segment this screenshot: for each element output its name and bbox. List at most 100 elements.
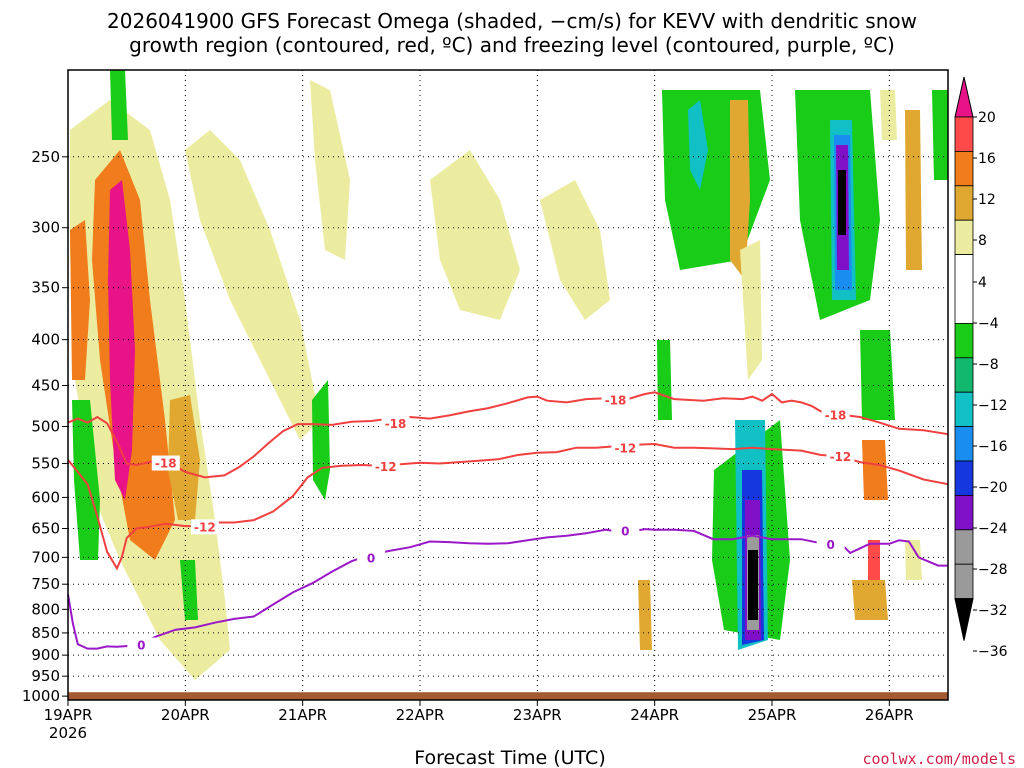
contour-label: 0 xyxy=(137,639,145,653)
colorbar-segment xyxy=(954,494,974,531)
colorbar-tick-label: 16 xyxy=(978,151,996,167)
shade-yellow-2 xyxy=(185,130,320,440)
y-tick-label: 550 xyxy=(31,455,60,473)
colorbar-tick-label: −28 xyxy=(978,562,1008,578)
shade-green-4 xyxy=(180,560,198,620)
chart-title-line-2: growth region (contoured, red, ºC) and f… xyxy=(129,33,895,57)
x-tick-label: 25APR xyxy=(748,706,797,724)
contour-label: 0 xyxy=(621,525,629,539)
colorbar-bottom-triangle xyxy=(954,598,974,641)
y-tick-label: 450 xyxy=(31,376,60,394)
y-axis: 250 300 350 400 450 500 550 600 650 700 750 800 850 9… xyxy=(22,148,68,705)
y-tick-label: 650 xyxy=(31,520,60,538)
contour-label: -18 xyxy=(385,417,407,431)
contour-label-bg xyxy=(821,407,850,423)
contour-label: -12 xyxy=(375,460,397,474)
shade-magenta-1 xyxy=(108,180,135,500)
contour-label-bg xyxy=(127,637,156,653)
colorbar-tick-label: 8 xyxy=(978,233,987,249)
colorbar-segment xyxy=(954,150,974,187)
y-tick-label: 800 xyxy=(31,600,60,618)
colorbar-segment xyxy=(954,357,974,393)
contour-label: 0 xyxy=(367,551,375,565)
contour-label-bg xyxy=(371,459,400,475)
contour-label: 0 xyxy=(826,538,834,552)
contour-label-bg xyxy=(826,449,855,465)
contour-label: -12 xyxy=(614,441,636,455)
y-tick-label: 1000 xyxy=(22,687,60,705)
contour-label-bg xyxy=(190,519,219,535)
contour-label: -18 xyxy=(155,457,177,471)
shade-yellow-9 xyxy=(905,540,922,580)
colorbar-tick-label: −32 xyxy=(978,603,1008,619)
contour-line--12 xyxy=(67,442,949,571)
shade-orange-2 xyxy=(168,395,200,520)
colorbar-segment xyxy=(954,219,974,255)
shade-red-1 xyxy=(868,540,880,580)
x-tick-label: 24APR xyxy=(630,706,679,724)
ground-surface xyxy=(68,692,948,700)
y-tick-label: 400 xyxy=(31,331,60,349)
colorbar-tick-label: −8 xyxy=(978,357,999,373)
contour-label-bg xyxy=(816,536,845,552)
shade-orange-3 xyxy=(70,220,90,380)
colorbar-segment xyxy=(954,254,974,324)
colorbar-segment xyxy=(954,322,974,359)
contour-label-bg xyxy=(611,440,640,456)
colorbar-tick-label: 4 xyxy=(978,275,987,291)
shade-yellow-7 xyxy=(740,240,762,380)
colorbar-tick-label: −36 xyxy=(978,644,1008,660)
colorbar-tick-label: 12 xyxy=(978,192,996,208)
x-tick-label: 21APR xyxy=(278,706,327,724)
shade-yellow-8 xyxy=(880,90,897,140)
shade-green-2 xyxy=(110,70,128,140)
y-tick-label: 750 xyxy=(31,575,60,593)
colorbar-segment xyxy=(954,460,974,496)
colorbar-segment xyxy=(954,529,974,565)
shade-orange-4 xyxy=(730,100,750,280)
credit-text: coolwx.com/models xyxy=(862,750,1016,768)
contours: -18 -18 -18 -18 -12 -12 -12 -12 0 0 0 0 xyxy=(67,391,949,653)
contour-label: -12 xyxy=(194,520,216,534)
x-axis-label: Forecast Time (UTC) xyxy=(414,747,605,768)
contour-label-bg xyxy=(151,455,180,471)
contour-label: -18 xyxy=(605,394,627,408)
colorbar-segment xyxy=(954,426,974,462)
x-tick-sublabel: 2026 xyxy=(49,724,87,742)
y-tick-label: 250 xyxy=(31,148,60,166)
shade-yellow-4 xyxy=(430,150,520,320)
contour-label-bg xyxy=(611,523,640,539)
contour-label: -18 xyxy=(825,408,847,422)
shade-green-10 xyxy=(932,90,948,180)
contour-label-bg xyxy=(381,416,410,432)
y-tick-label: 300 xyxy=(31,219,60,237)
shade-green-5 xyxy=(657,340,672,420)
shade-orange-5 xyxy=(905,110,922,270)
colorbar-segment xyxy=(954,391,974,428)
shade-orange-6 xyxy=(862,440,888,500)
contour-label-bg xyxy=(601,392,630,408)
y-tick-label: 850 xyxy=(31,624,60,642)
y-tick-label: 600 xyxy=(31,488,60,506)
colorbar-tick-label: −24 xyxy=(978,521,1008,537)
shade-black-1 xyxy=(748,550,758,620)
shade-orange-7 xyxy=(852,580,888,620)
shade-green-9 xyxy=(860,330,895,420)
y-tick-label: 950 xyxy=(31,667,60,685)
x-tick-label: 20APR xyxy=(161,706,210,724)
colorbar-tick-label: −20 xyxy=(978,480,1008,496)
y-tick-label: 500 xyxy=(31,417,60,435)
shade-yellow-5 xyxy=(540,180,610,320)
shade-cyan-1 xyxy=(688,100,708,190)
shade-green-1 xyxy=(72,400,100,560)
x-tick-label: 19APR xyxy=(44,706,93,724)
x-tick-label: 22APR xyxy=(396,706,445,724)
colorbar-segment xyxy=(954,185,974,221)
colorbar-tick-label: −4 xyxy=(978,316,999,332)
shade-yellow-3 xyxy=(310,80,350,260)
y-tick-label: 350 xyxy=(31,279,60,297)
contour-label: -12 xyxy=(830,450,852,464)
colorbar-segment xyxy=(954,116,974,152)
colorbar-top-triangle xyxy=(954,76,974,118)
